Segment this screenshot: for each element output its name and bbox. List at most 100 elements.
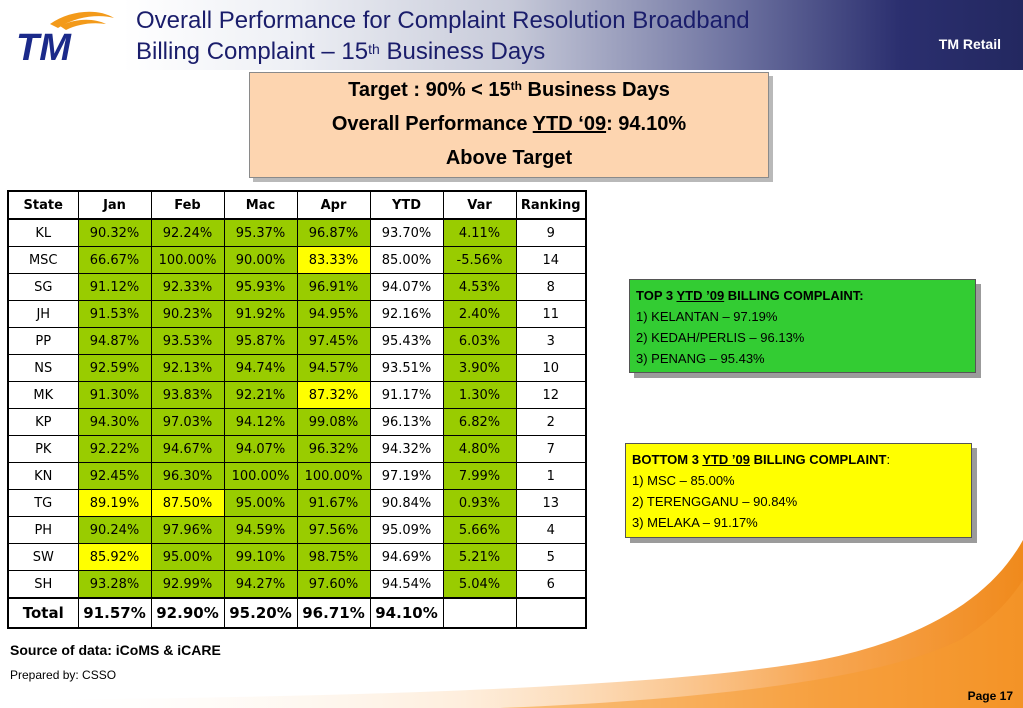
prepared-by-note: Prepared by: CSSO — [10, 668, 117, 682]
cell-apr: 97.60% — [296, 570, 371, 599]
cell-apr: 97.56% — [296, 516, 371, 544]
top3-billing-box: TOP 3 YTD ’09 BILLING COMPLAINT: 1) KELA… — [629, 279, 976, 373]
target-line: Target : 90% < 15th Business Days — [348, 79, 670, 101]
list-item: 3) MELAKA – 91.17% — [632, 515, 758, 530]
cell-apr: 91.67% — [296, 489, 371, 517]
cell-feb: 93.53% — [150, 327, 225, 355]
cell-state: KN — [7, 462, 79, 490]
cell-mac: 100.00% — [223, 462, 298, 490]
cell-rank: 1 — [515, 462, 587, 490]
col-header-feb: Feb — [150, 190, 225, 220]
cell-state: NS — [7, 354, 79, 382]
cell-mac: 95.00% — [223, 489, 298, 517]
cell-jan: 90.24% — [77, 516, 152, 544]
cell-mac: 95.37% — [223, 218, 298, 247]
list-item: 1) MSC – 85.00% — [632, 473, 735, 488]
cell-var: 7.99% — [442, 462, 517, 490]
cell-ytd: 93.70% — [369, 218, 444, 247]
brand-label: TM Retail — [938, 36, 1001, 52]
cell-jan: 89.19% — [77, 489, 152, 517]
table-row: NS 92.59% 92.13% 94.74% 94.57% 93.51% 3.90% 10 — [7, 354, 587, 382]
cell-ytd: 94.32% — [369, 435, 444, 463]
table-header-row: State Jan Feb Mac Apr YTD Var Ranking — [7, 190, 587, 220]
col-header-apr: Apr — [296, 190, 371, 220]
col-header-ranking: Ranking — [515, 190, 587, 220]
list-item: 2) KEDAH/PERLIS – 96.13% — [636, 330, 805, 345]
cell-feb: 97.96% — [150, 516, 225, 544]
cell-apr: 83.33% — [296, 246, 371, 274]
cell-mac: 90.00% — [223, 246, 298, 274]
cell-feb: 100.00% — [150, 246, 225, 274]
table-row: MK 91.30% 93.83% 92.21% 87.32% 91.17% 1.30% 12 — [7, 381, 587, 409]
cell-state: SH — [7, 570, 79, 599]
cell-mac: 95.93% — [223, 273, 298, 301]
col-header-state: State — [7, 190, 79, 220]
cell-mac: 92.21% — [223, 381, 298, 409]
cell-rank: 13 — [515, 489, 587, 517]
cell-apr: 100.00% — [296, 462, 371, 490]
cell-jan: 92.45% — [77, 462, 152, 490]
cell-ytd: 94.54% — [369, 570, 444, 599]
cell-ytd: 91.17% — [369, 381, 444, 409]
cell-var: -5.56% — [442, 246, 517, 274]
cell-mac: 91.92% — [223, 300, 298, 328]
cell-jan: 92.59% — [77, 354, 152, 382]
cell-jan: 94.87% — [77, 327, 152, 355]
cell-var: 2.40% — [442, 300, 517, 328]
data-source-note: Source of data: iCoMS & iCARE — [10, 642, 221, 658]
list-item: 3) PENANG – 95.43% — [636, 351, 765, 366]
cell-feb: 90.23% — [150, 300, 225, 328]
cell-jan: 91.12% — [77, 273, 152, 301]
cell-ytd: 92.16% — [369, 300, 444, 328]
cell-ytd: 95.43% — [369, 327, 444, 355]
cell-var: 4.11% — [442, 218, 517, 247]
performance-table: State Jan Feb Mac Apr YTD Var Ranking KL… — [7, 190, 587, 629]
tm-logo: TM — [16, 11, 114, 66]
cell-rank: 3 — [515, 327, 587, 355]
total-rank — [515, 597, 587, 629]
cell-ytd: 85.00% — [369, 246, 444, 274]
cell-mac: 99.10% — [223, 543, 298, 571]
cell-apr: 87.32% — [296, 381, 371, 409]
cell-apr: 99.08% — [296, 408, 371, 436]
overall-performance-line: Overall Performance YTD ‘09: 94.10% — [331, 113, 687, 135]
total-ytd: 94.10% — [369, 597, 444, 629]
cell-feb: 92.13% — [150, 354, 225, 382]
target-summary-box: Target : 90% < 15th Business Days Overal… — [249, 72, 769, 178]
page-number: Page 17 — [967, 689, 1013, 703]
page-title: Overall Performance for Complaint Resolu… — [136, 5, 836, 67]
cell-var: 4.53% — [442, 273, 517, 301]
cell-var: 6.82% — [442, 408, 517, 436]
cell-var: 4.80% — [442, 435, 517, 463]
cell-rank: 9 — [515, 218, 587, 247]
total-label: Total — [7, 597, 79, 629]
cell-state: TG — [7, 489, 79, 517]
cell-feb: 87.50% — [150, 489, 225, 517]
cell-mac: 94.07% — [223, 435, 298, 463]
cell-mac: 94.74% — [223, 354, 298, 382]
total-mac: 95.20% — [223, 597, 298, 629]
status-text: Above Target — [445, 147, 573, 169]
col-header-var: Var — [442, 190, 517, 220]
cell-rank: 12 — [515, 381, 587, 409]
col-header-jan: Jan — [77, 190, 152, 220]
table-row: JH 91.53% 90.23% 91.92% 94.95% 92.16% 2.40% 11 — [7, 300, 587, 328]
table-total-row: Total 91.57% 92.90% 95.20% 96.71% 94.10% — [7, 597, 587, 629]
cell-ytd: 97.19% — [369, 462, 444, 490]
cell-var: 1.30% — [442, 381, 517, 409]
table-row: KL 90.32% 92.24% 95.37% 96.87% 93.70% 4.11% 9 — [7, 218, 587, 247]
cell-var: 6.03% — [442, 327, 517, 355]
cell-jan: 93.28% — [77, 570, 152, 599]
cell-jan: 66.67% — [77, 246, 152, 274]
cell-state: JH — [7, 300, 79, 328]
cell-state: KL — [7, 218, 79, 247]
table-row: KP 94.30% 97.03% 94.12% 99.08% 96.13% 6.82% 2 — [7, 408, 587, 436]
cell-feb: 92.24% — [150, 218, 225, 247]
cell-jan: 85.92% — [77, 543, 152, 571]
cell-jan: 90.32% — [77, 218, 152, 247]
cell-feb: 92.99% — [150, 570, 225, 599]
title-line-1: Overall Performance for Complaint Resolu… — [136, 7, 750, 34]
cell-rank: 7 — [515, 435, 587, 463]
cell-state: SW — [7, 543, 79, 571]
top3-heading: TOP 3 YTD ’09 BILLING COMPLAINT: — [636, 288, 864, 303]
